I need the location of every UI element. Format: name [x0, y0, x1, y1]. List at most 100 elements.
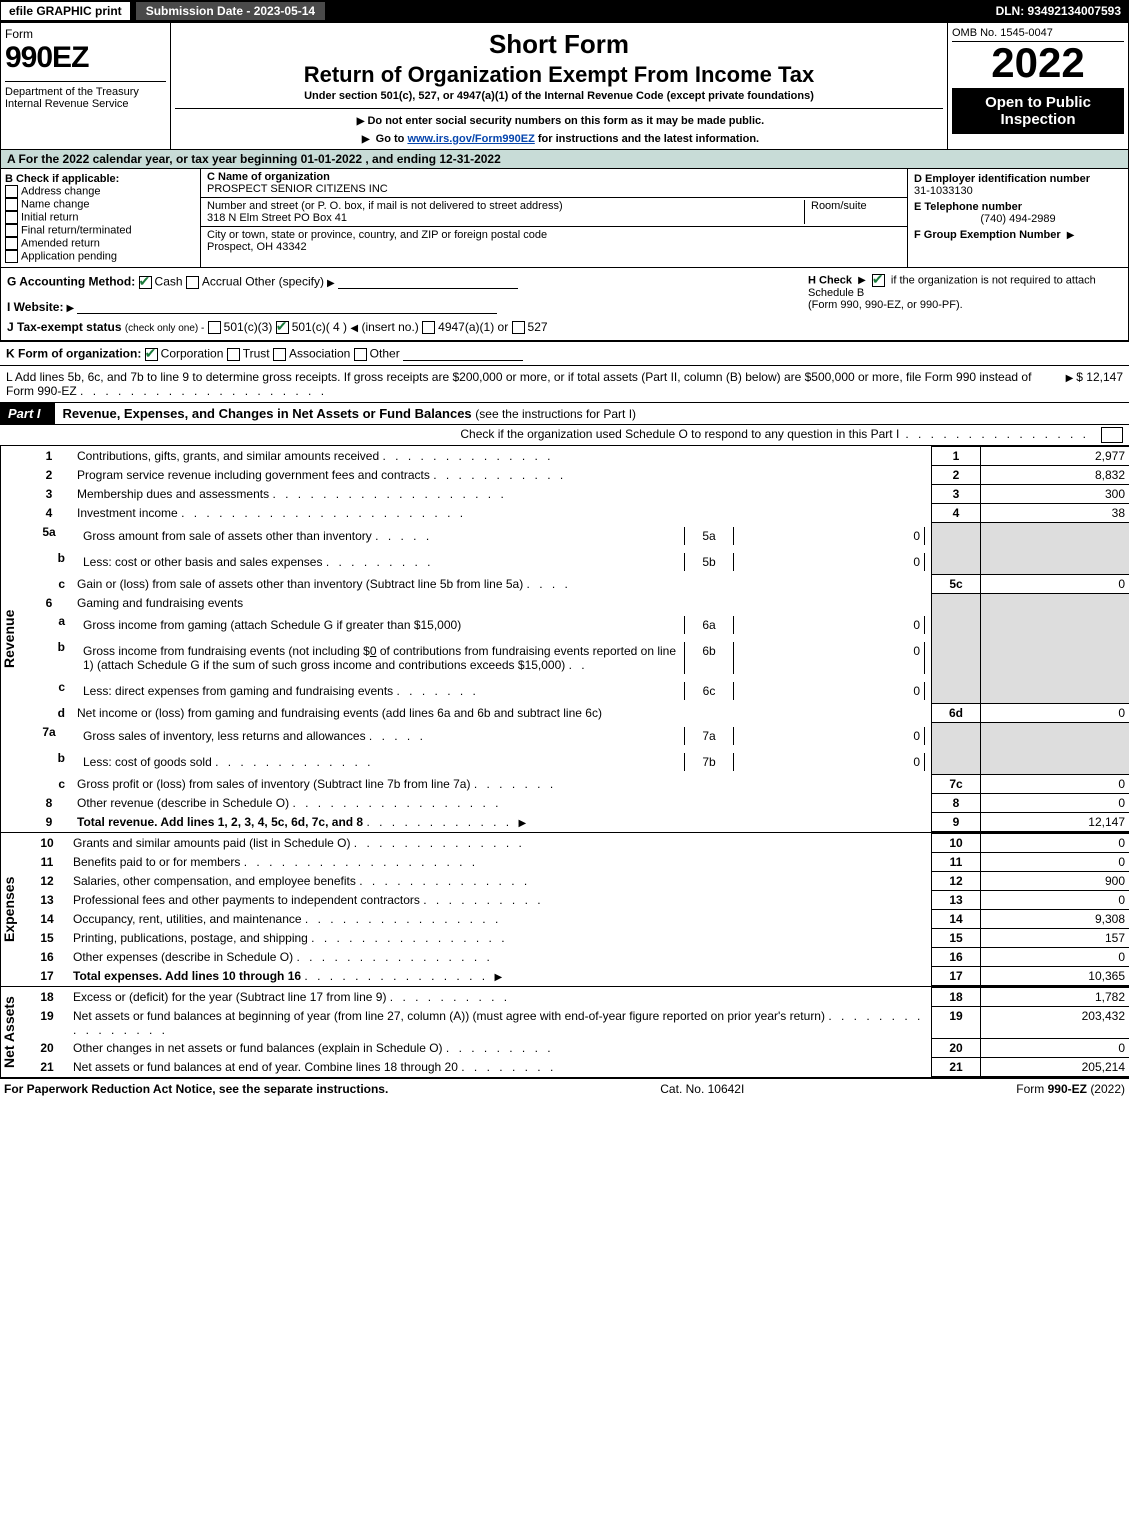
line-7a-value: 0 [736, 727, 925, 745]
label-website: I Website: [7, 300, 63, 314]
label-ein: D Employer identification number [914, 173, 1122, 185]
label-address: Number and street (or P. O. box, if mail… [207, 200, 804, 212]
part-i-subtitle: (see the instructions for Part I) [475, 407, 636, 421]
checkbox-501c[interactable] [276, 321, 289, 334]
checkbox-527[interactable] [512, 321, 525, 334]
line-6c-text: Less: direct expenses from gaming and fu… [83, 684, 393, 698]
label-address-change: Address change [21, 185, 101, 197]
checkbox-application-pending[interactable] [5, 250, 18, 263]
net-assets-table: 18Excess or (deficit) for the year (Subt… [25, 987, 1129, 1077]
label-trust: Trust [243, 347, 270, 361]
line-17-text: Total expenses. Add lines 10 through 16 [73, 969, 301, 983]
form-subtitle: Under section 501(c), 527, or 4947(a)(1)… [175, 90, 943, 102]
checkbox-address-change[interactable] [5, 185, 18, 198]
line-18-text: Excess or (deficit) for the year (Subtra… [73, 990, 386, 1004]
checkbox-final-return[interactable] [5, 224, 18, 237]
line-7b-value: 0 [736, 753, 925, 771]
line-1-text: Contributions, gifts, grants, and simila… [77, 449, 379, 463]
label-amended-return: Amended return [21, 237, 100, 249]
line-10-value: 0 [981, 834, 1129, 853]
line-3-value: 300 [981, 485, 1129, 504]
label-corporation: Corporation [161, 347, 224, 361]
line-21-text: Net assets or fund balances at end of ye… [73, 1060, 458, 1074]
dln-number: DLN: 93492134007593 [988, 2, 1129, 20]
checkbox-schedule-o[interactable] [1101, 427, 1123, 443]
line-6d-text: Net income or (loss) from gaming and fun… [77, 706, 602, 720]
label-name-change: Name change [21, 198, 90, 210]
label-check-only-one: (check only one) - [125, 323, 204, 334]
part-i-header: Part I Revenue, Expenses, and Changes in… [0, 402, 1129, 425]
vlabel-revenue: Revenue [0, 446, 25, 832]
expenses-table: 10Grants and similar amounts paid (list … [25, 833, 1129, 986]
line-9-value: 12,147 [981, 813, 1129, 832]
note-goto-post: for instructions and the latest informat… [538, 133, 759, 145]
checkbox-accrual[interactable] [186, 276, 199, 289]
label-org-name: C Name of organization [207, 171, 901, 183]
checkbox-4947[interactable] [422, 321, 435, 334]
line-1-value: 2,977 [981, 447, 1129, 466]
label-501c4: 501(c)( 4 ) [292, 320, 347, 334]
line-3-text: Membership dues and assessments [77, 487, 269, 501]
vlabel-net-assets: Net Assets [0, 987, 25, 1077]
line-8-value: 0 [981, 794, 1129, 813]
label-h-check: H Check [808, 274, 852, 286]
note-goto-pre: Go to [376, 133, 408, 145]
submission-date: Submission Date - 2023-05-14 [135, 1, 326, 21]
line-20-text: Other changes in net assets or fund bala… [73, 1041, 443, 1055]
label-application-pending: Application pending [21, 250, 117, 262]
line-6d-value: 0 [981, 704, 1129, 723]
line-5b-value: 0 [736, 553, 925, 571]
open-to-public-badge: Open to Public Inspection [952, 88, 1124, 134]
label-4947: 4947(a)(1) or [438, 320, 508, 334]
checkbox-other-org[interactable] [354, 348, 367, 361]
checkbox-trust[interactable] [227, 348, 240, 361]
checkbox-corporation[interactable] [145, 348, 158, 361]
line-6-text: Gaming and fundraising events [73, 594, 932, 612]
footer-paperwork: For Paperwork Reduction Act Notice, see … [4, 1082, 388, 1096]
label-group-exemption: F Group Exemption Number [914, 229, 1061, 241]
part-i-title: Revenue, Expenses, and Changes in Net As… [63, 406, 472, 421]
line-5b-text: Less: cost or other basis and sales expe… [83, 555, 322, 569]
row-a-tax-year: A For the 2022 calendar year, or tax yea… [0, 150, 1129, 169]
line-4-text: Investment income [77, 506, 178, 520]
form-word: Form [5, 27, 166, 41]
checkbox-association[interactable] [273, 348, 286, 361]
line-4-value: 38 [981, 504, 1129, 523]
dept-treasury: Department of the Treasury [5, 86, 139, 98]
footer-form-pre: Form [1016, 1082, 1047, 1096]
org-city: Prospect, OH 43342 [207, 241, 901, 253]
line-6b-amt: 0 [370, 644, 377, 658]
line-6b-value: 0 [736, 642, 925, 674]
label-insert-no: (insert no.) [361, 320, 418, 334]
line-6a-text: Gross income from gaming (attach Schedul… [83, 618, 461, 632]
checkbox-501c3[interactable] [208, 321, 221, 334]
label-initial-return: Initial return [21, 211, 78, 223]
label-accrual: Accrual [202, 275, 242, 289]
checkbox-cash[interactable] [139, 276, 152, 289]
page-footer: For Paperwork Reduction Act Notice, see … [0, 1077, 1129, 1099]
note-ssn: Do not enter social security numbers on … [367, 115, 764, 127]
line-2-text: Program service revenue including govern… [77, 468, 430, 482]
checkbox-initial-return[interactable] [5, 211, 18, 224]
efile-print-button[interactable]: efile GRAPHIC print [0, 1, 131, 21]
line-5c-text: Gain or (loss) from sale of assets other… [77, 577, 523, 591]
label-phone: E Telephone number [914, 201, 1122, 213]
label-cash: Cash [155, 275, 183, 289]
line-6c-value: 0 [736, 682, 925, 700]
checkbox-schedule-b-not-required[interactable] [872, 274, 885, 287]
line-17-value: 10,365 [981, 967, 1129, 986]
label-other-method: Other (specify) [245, 275, 324, 289]
label-association: Association [289, 347, 350, 361]
org-name: PROSPECT SENIOR CITIZENS INC [207, 183, 901, 195]
phone-value: (740) 494-2989 [914, 213, 1122, 225]
irs-link[interactable]: www.irs.gov/Form990EZ [407, 133, 534, 145]
checkbox-amended-return[interactable] [5, 237, 18, 250]
label-accounting-method: G Accounting Method: [7, 275, 135, 289]
line-20-value: 0 [981, 1039, 1129, 1058]
checkbox-name-change[interactable] [5, 198, 18, 211]
line-13-value: 0 [981, 891, 1129, 910]
org-address: 318 N Elm Street PO Box 41 [207, 212, 804, 224]
line-7c-text: Gross profit or (loss) from sales of inv… [77, 777, 470, 791]
line-12-text: Salaries, other compensation, and employ… [73, 874, 356, 888]
line-15-text: Printing, publications, postage, and shi… [73, 931, 308, 945]
